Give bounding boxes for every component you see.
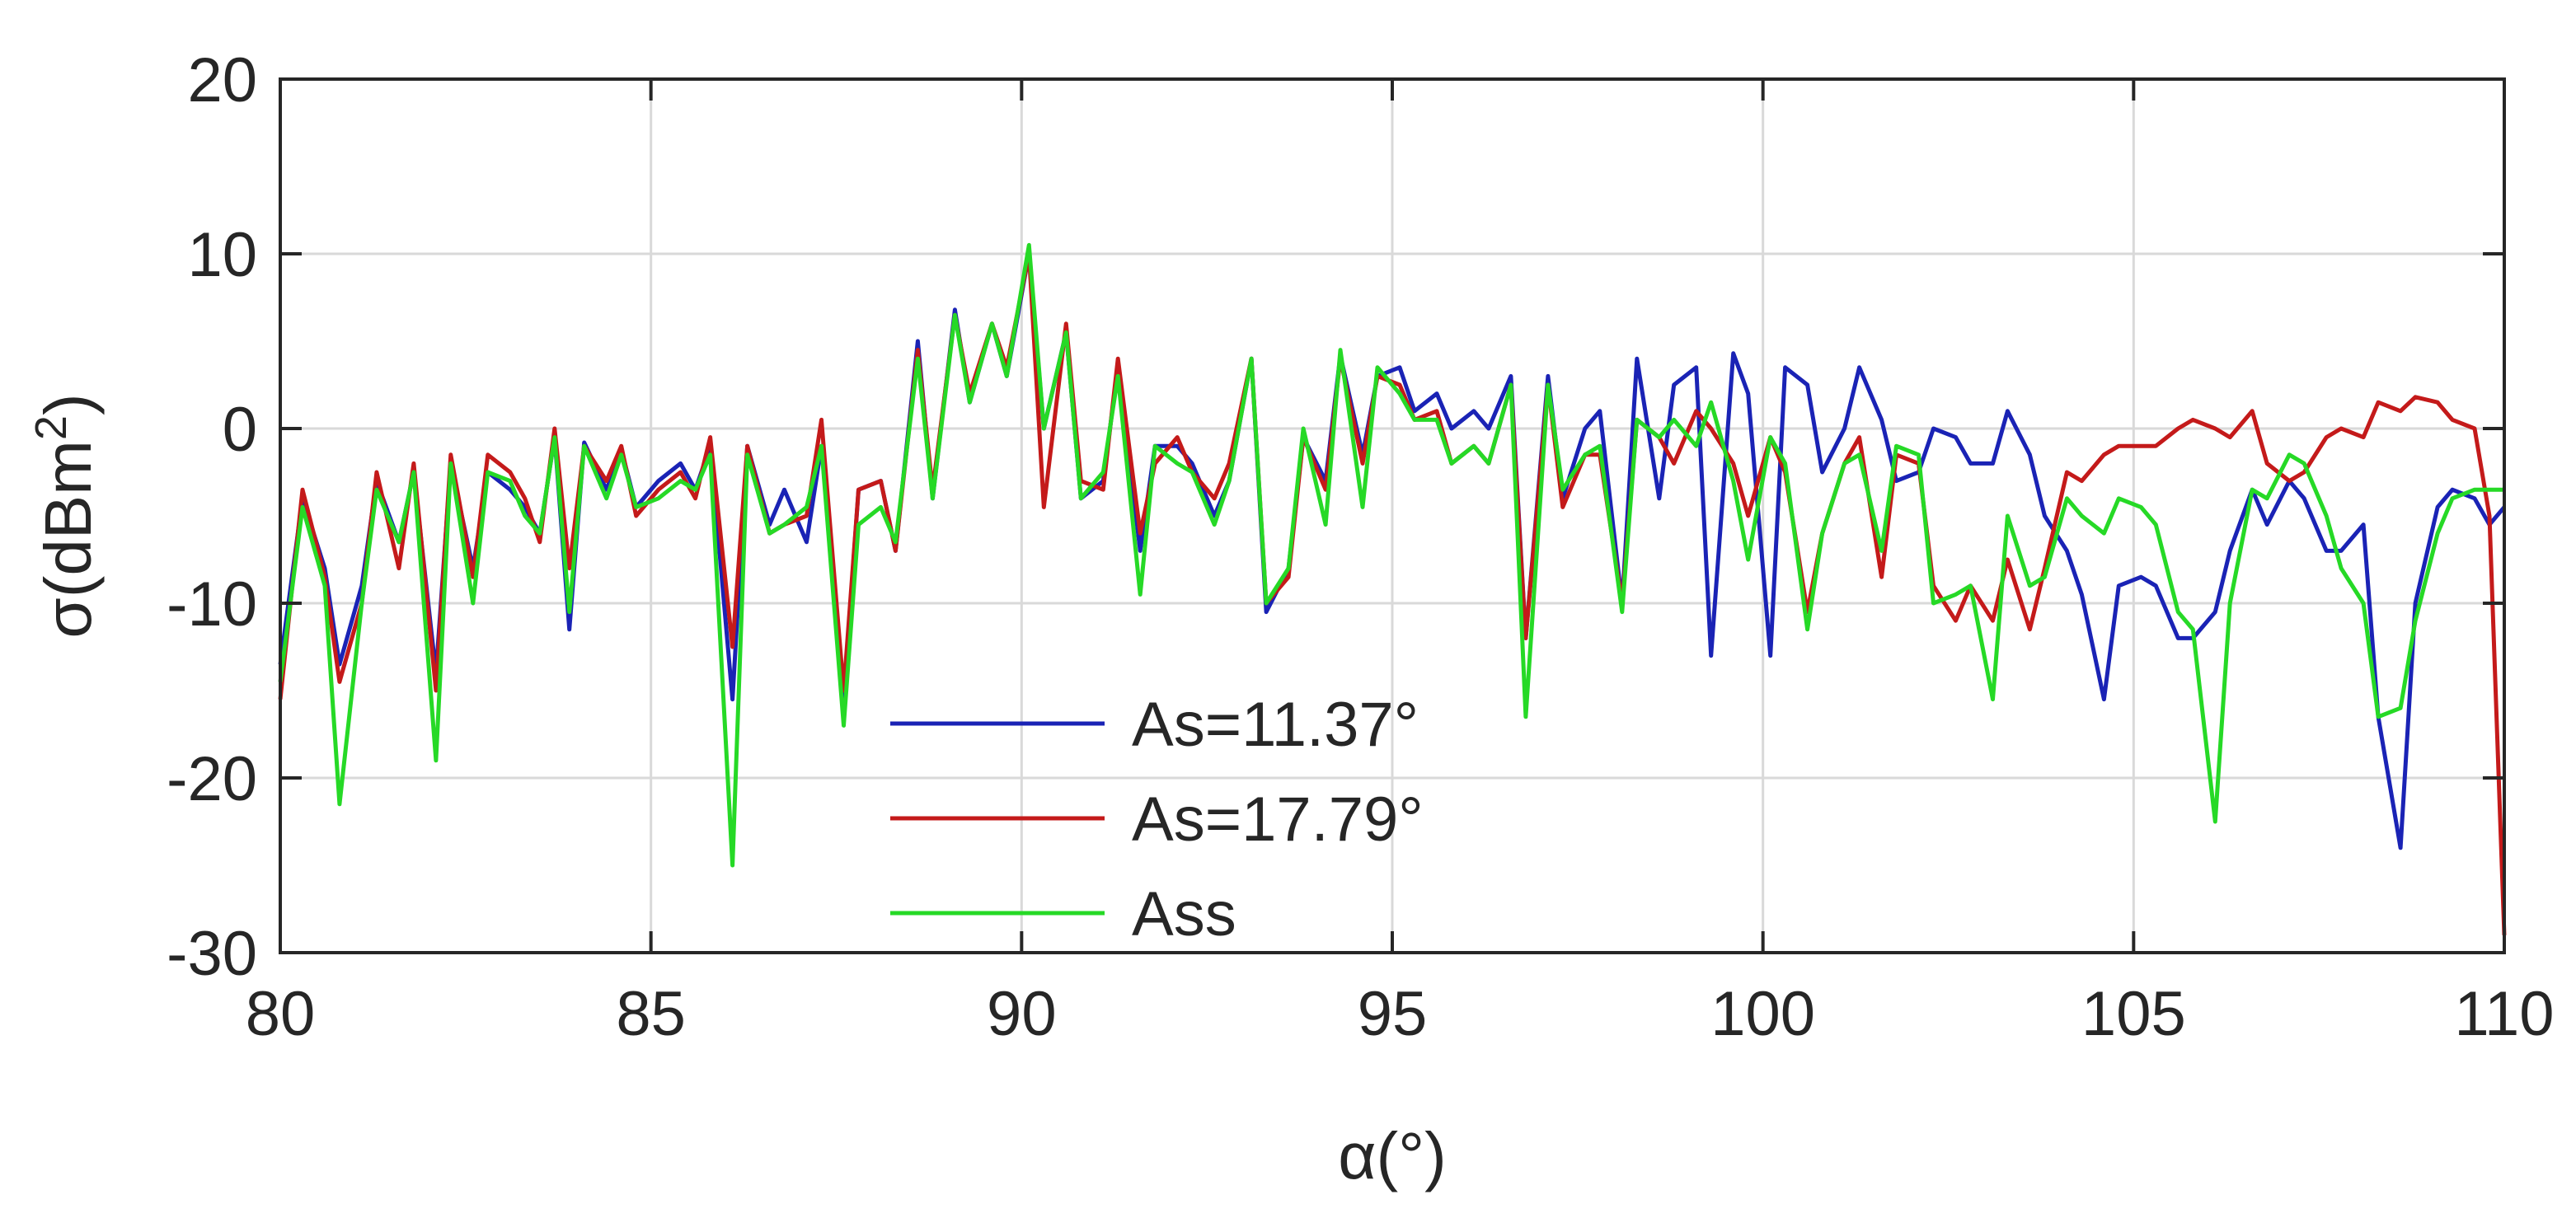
series-line-3 <box>278 242 2504 868</box>
legend-label: As=17.79° <box>1132 785 1424 855</box>
x-tick-label: 100 <box>1710 979 1815 1049</box>
y-axis-label: σ(dBm2) <box>26 393 105 638</box>
x-tick-label: 95 <box>1358 979 1428 1049</box>
x-tick-labels: 80 85 90 95 100 105 110 <box>246 979 2555 1049</box>
y-axis-label-close: ) <box>31 393 105 415</box>
y-tick-label: -20 <box>167 744 257 814</box>
y-tick-label: 0 <box>223 395 257 465</box>
x-axis-label: α(°) <box>1338 1119 1447 1192</box>
legend-label: Ass <box>1132 879 1236 949</box>
y-tick-label: 10 <box>187 220 257 290</box>
x-tick-label: 80 <box>246 979 316 1049</box>
x-tick-label: 85 <box>616 979 686 1049</box>
y-tick-labels: -30 -20 -10 0 10 20 <box>167 45 257 989</box>
x-tick-label: 90 <box>987 979 1057 1049</box>
y-axis-label-base: σ(dBm <box>31 440 105 639</box>
legend-label: As=11.37° <box>1132 690 1419 760</box>
x-tick-label: 110 <box>2454 979 2554 1049</box>
legend: As=11.37° As=17.79° Ass <box>890 690 1424 949</box>
series-group <box>278 242 2507 935</box>
y-tick-label: -30 <box>167 919 257 989</box>
x-tick-label: 105 <box>2081 979 2186 1049</box>
y-axis-label-superscript: 2 <box>26 415 76 440</box>
y-tick-label: -10 <box>167 569 257 639</box>
y-tick-label: 20 <box>187 45 257 115</box>
series-line-1 <box>278 251 2506 850</box>
ticks <box>279 77 2506 954</box>
